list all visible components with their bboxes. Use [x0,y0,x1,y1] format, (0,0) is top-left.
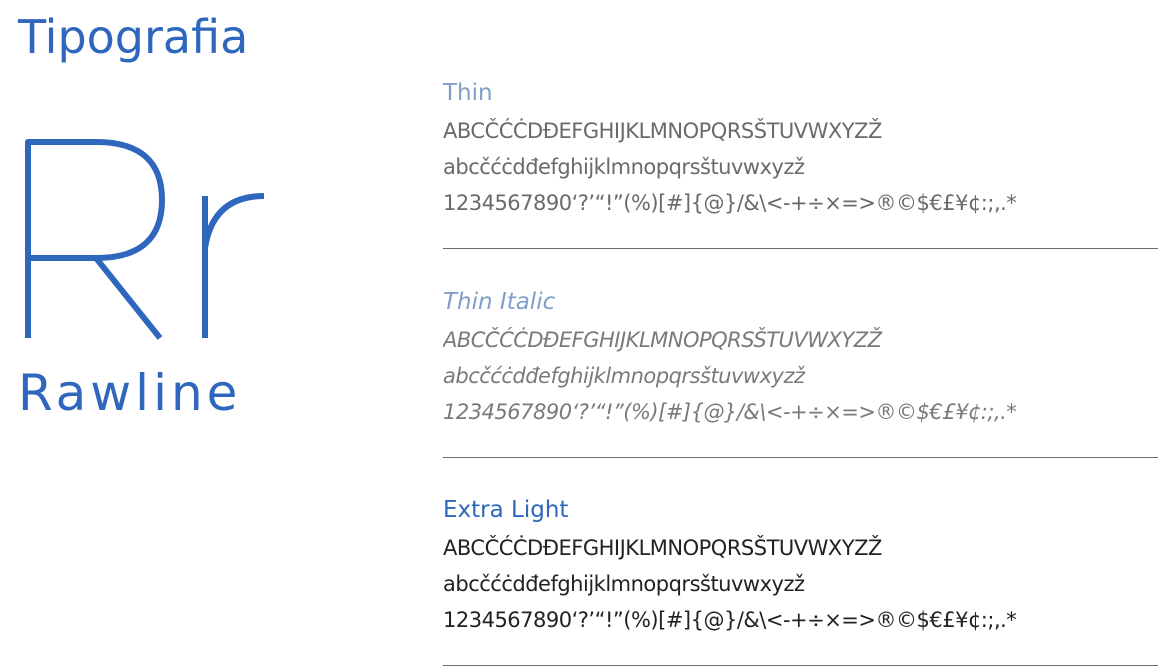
sample-lowercase: abcčćċdđefghijklmnopqrsštuvwxyzž [443,364,805,388]
sample-uppercase: ABCČĆĊDĐEFGHIJKLMNOPQRSŠTUVWXYZŽ [443,119,882,143]
sample-lowercase: abcčćċdđefghijklmnopqrsštuvwxyzž [443,572,805,596]
font-name: Rawline [18,364,242,422]
specimen-glyph-rr [25,139,265,340]
sample-numerals: 1234567890‘?’“!”(%)[#]{@}/&\<-+÷×=>®©$€£… [443,191,1017,215]
page-title: Tipografia [18,10,249,64]
divider [443,665,1158,666]
sample-numerals: 1234567890‘?’“!”(%)[#]{@}/&\<-+÷×=>®©$€£… [443,400,1017,424]
glyph-capital-r [25,139,165,340]
sample-numerals: 1234567890‘?’“!”(%)[#]{@}/&\<-+÷×=>®©$€£… [443,608,1017,632]
weight-thin-italic: Thin Italic ABCČĆĊDĐEFGHIJKLMNOPQRSŠTUVW… [443,287,1158,431]
weight-name: Thin [443,80,493,106]
glyph-lowercase-r [202,193,265,338]
weight-extra-light: Extra Light ABCČĆĊDĐEFGHIJKLMNOPQRSŠTUVW… [443,495,1158,639]
divider [443,457,1158,458]
divider [443,248,1158,249]
weight-name: Extra Light [443,497,569,523]
sample-uppercase: ABCČĆĊDĐEFGHIJKLMNOPQRSŠTUVWXYZŽ [443,536,882,560]
sample-uppercase: ABCČĆĊDĐEFGHIJKLMNOPQRSŠTUVWXYZŽ [443,328,882,352]
sample-lowercase: abcčćċdđefghijklmnopqrsštuvwxyzž [443,155,805,179]
weight-thin: Thin ABCČĆĊDĐEFGHIJKLMNOPQRSŠTUVWXYZŽ ab… [443,78,1158,222]
weight-name: Thin Italic [443,289,556,315]
